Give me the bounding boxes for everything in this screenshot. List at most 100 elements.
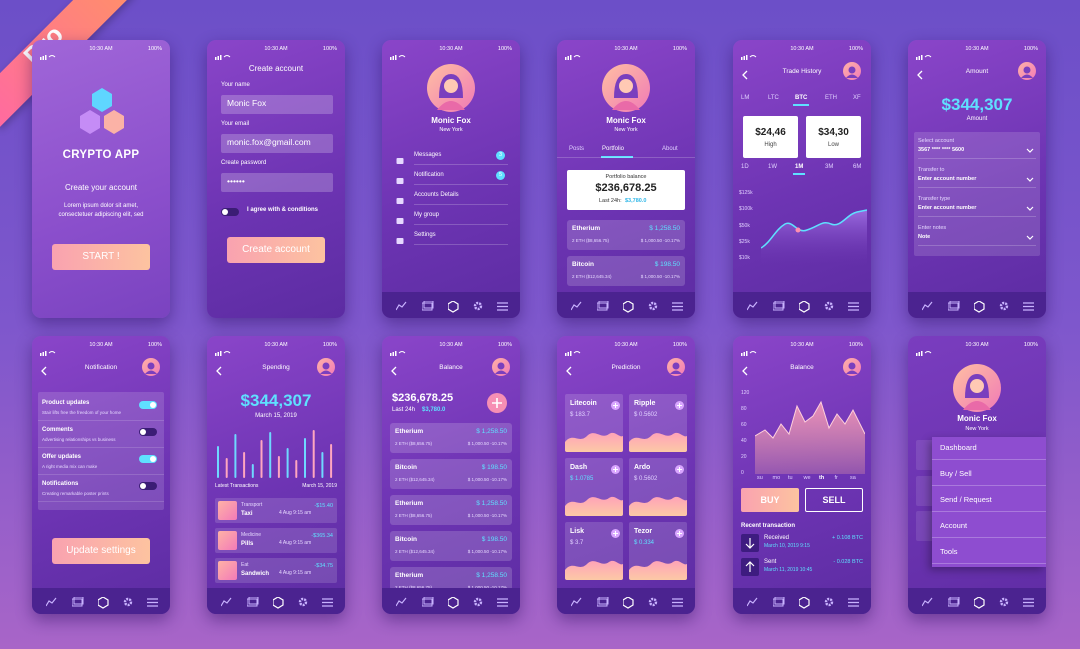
- create-account-button[interactable]: Create account: [227, 237, 325, 263]
- transaction-time: 4 Aug 9:15 am: [279, 510, 312, 516]
- axis-label: $50k: [739, 223, 750, 229]
- bottom-nav: [733, 588, 871, 614]
- icon-part: [565, 496, 623, 516]
- transaction-name: Taxi: [241, 511, 253, 517]
- transaction-date: March 11, 2019 10:45: [764, 567, 813, 573]
- transaction-icon: [218, 531, 237, 550]
- nav-icon: [570, 596, 583, 608]
- status-time: 10:30 AM: [614, 342, 638, 348]
- toggle[interactable]: [139, 428, 157, 436]
- balance-chart: [754, 394, 866, 474]
- last24-value: $3,780.0: [422, 407, 446, 413]
- icon-part: [1023, 66, 1031, 74]
- icon-part: [1023, 598, 1034, 607]
- icon-part: [921, 597, 933, 607]
- icon-part: [1021, 74, 1033, 78]
- axis-label: $10k: [739, 255, 750, 261]
- coin-name: Dash: [570, 464, 588, 471]
- icon-part: [322, 598, 333, 607]
- icon-part: [921, 55, 923, 60]
- icon-part: [104, 110, 124, 134]
- toggle[interactable]: [139, 455, 157, 463]
- icon-part: [40, 57, 42, 60]
- icon-part: [629, 560, 687, 580]
- nav-icon: [824, 300, 836, 312]
- nav-icon: [772, 596, 785, 608]
- update-button[interactable]: Update settings: [52, 538, 150, 564]
- icon-part: [848, 302, 859, 311]
- nav-icon: [147, 596, 159, 608]
- icon-part: [772, 598, 784, 607]
- chevron: [1026, 141, 1034, 153]
- signal-icon: [916, 47, 932, 60]
- icon-part: [675, 465, 684, 474]
- icon-part: [396, 238, 404, 244]
- axis-label: 60: [741, 422, 747, 428]
- price-value: $34,30: [818, 127, 849, 138]
- tab: About: [662, 146, 678, 152]
- icon-part: [675, 529, 684, 538]
- text-input[interactable]: monic.fox@gmail.com: [221, 134, 333, 153]
- icon-part: [421, 596, 434, 607]
- toggle[interactable]: [139, 401, 157, 409]
- nav-icon: [622, 300, 635, 313]
- coin-name: Lisk: [570, 528, 585, 535]
- text-input[interactable]: Monic Fox: [221, 95, 333, 114]
- icon-part: [570, 301, 582, 311]
- icon-part: [223, 55, 231, 58]
- chevron: [1026, 228, 1034, 240]
- icon-part: [677, 531, 682, 536]
- icon-part: [596, 598, 608, 607]
- toggle[interactable]: [139, 482, 157, 490]
- icon-part: [396, 178, 404, 184]
- nav-icon: [772, 300, 785, 312]
- toggle[interactable]: [221, 208, 239, 216]
- icon-part: [492, 358, 510, 376]
- icon-part: [570, 351, 572, 356]
- icon-part: [298, 597, 308, 607]
- icon-part: [672, 598, 683, 607]
- transaction-label: Sent: [764, 559, 777, 565]
- text-input[interactable]: ••••••: [221, 173, 333, 192]
- field-divider: [918, 216, 1036, 217]
- icon-part: [217, 352, 219, 356]
- status-battery: 100%: [1023, 342, 1038, 348]
- transaction-row: Eat Sandwich 4 Aug 9:15 am -$34.75: [215, 558, 337, 583]
- buy-button[interactable]: BUY: [741, 488, 799, 512]
- icon-part: [570, 55, 572, 60]
- coin-tab: LM: [741, 95, 750, 101]
- icon-part: [260, 440, 263, 478]
- day-label: we: [803, 475, 811, 481]
- icon-part: [565, 57, 567, 60]
- coin-name: Bitcoin: [395, 464, 418, 471]
- icon-part: [596, 596, 609, 607]
- trend-wave: [565, 552, 623, 580]
- status-battery: 100%: [497, 342, 512, 348]
- setting-title: Notifications: [42, 481, 79, 487]
- start-button[interactable]: START !: [52, 244, 150, 270]
- icon-part: [629, 560, 687, 580]
- back-arrow: [741, 363, 749, 376]
- bottom-nav: [733, 292, 871, 318]
- icon-part: [497, 302, 508, 311]
- status-battery: 100%: [1023, 46, 1038, 52]
- coin-tab: LTC: [768, 95, 779, 101]
- nav-icon: [421, 300, 434, 312]
- icon-part: [225, 458, 228, 478]
- icon-part: [760, 209, 868, 249]
- nav-icon: [395, 300, 408, 312]
- icon-part: [40, 55, 56, 60]
- icon-part: [1026, 177, 1034, 182]
- icon-part: [123, 597, 133, 607]
- setting-text: Advertising relationships vs business: [42, 437, 116, 442]
- coin-price: $ 0.334: [634, 540, 655, 546]
- icon-part: [437, 101, 465, 110]
- sell-button[interactable]: SELL: [805, 488, 863, 512]
- icon-part: [1026, 148, 1034, 153]
- icon-part: [42, 56, 44, 60]
- icon-part: [798, 596, 810, 609]
- icon-part: [321, 452, 324, 478]
- icon-part: [743, 352, 745, 356]
- icon-part: [392, 56, 394, 60]
- icon-part: [497, 362, 505, 370]
